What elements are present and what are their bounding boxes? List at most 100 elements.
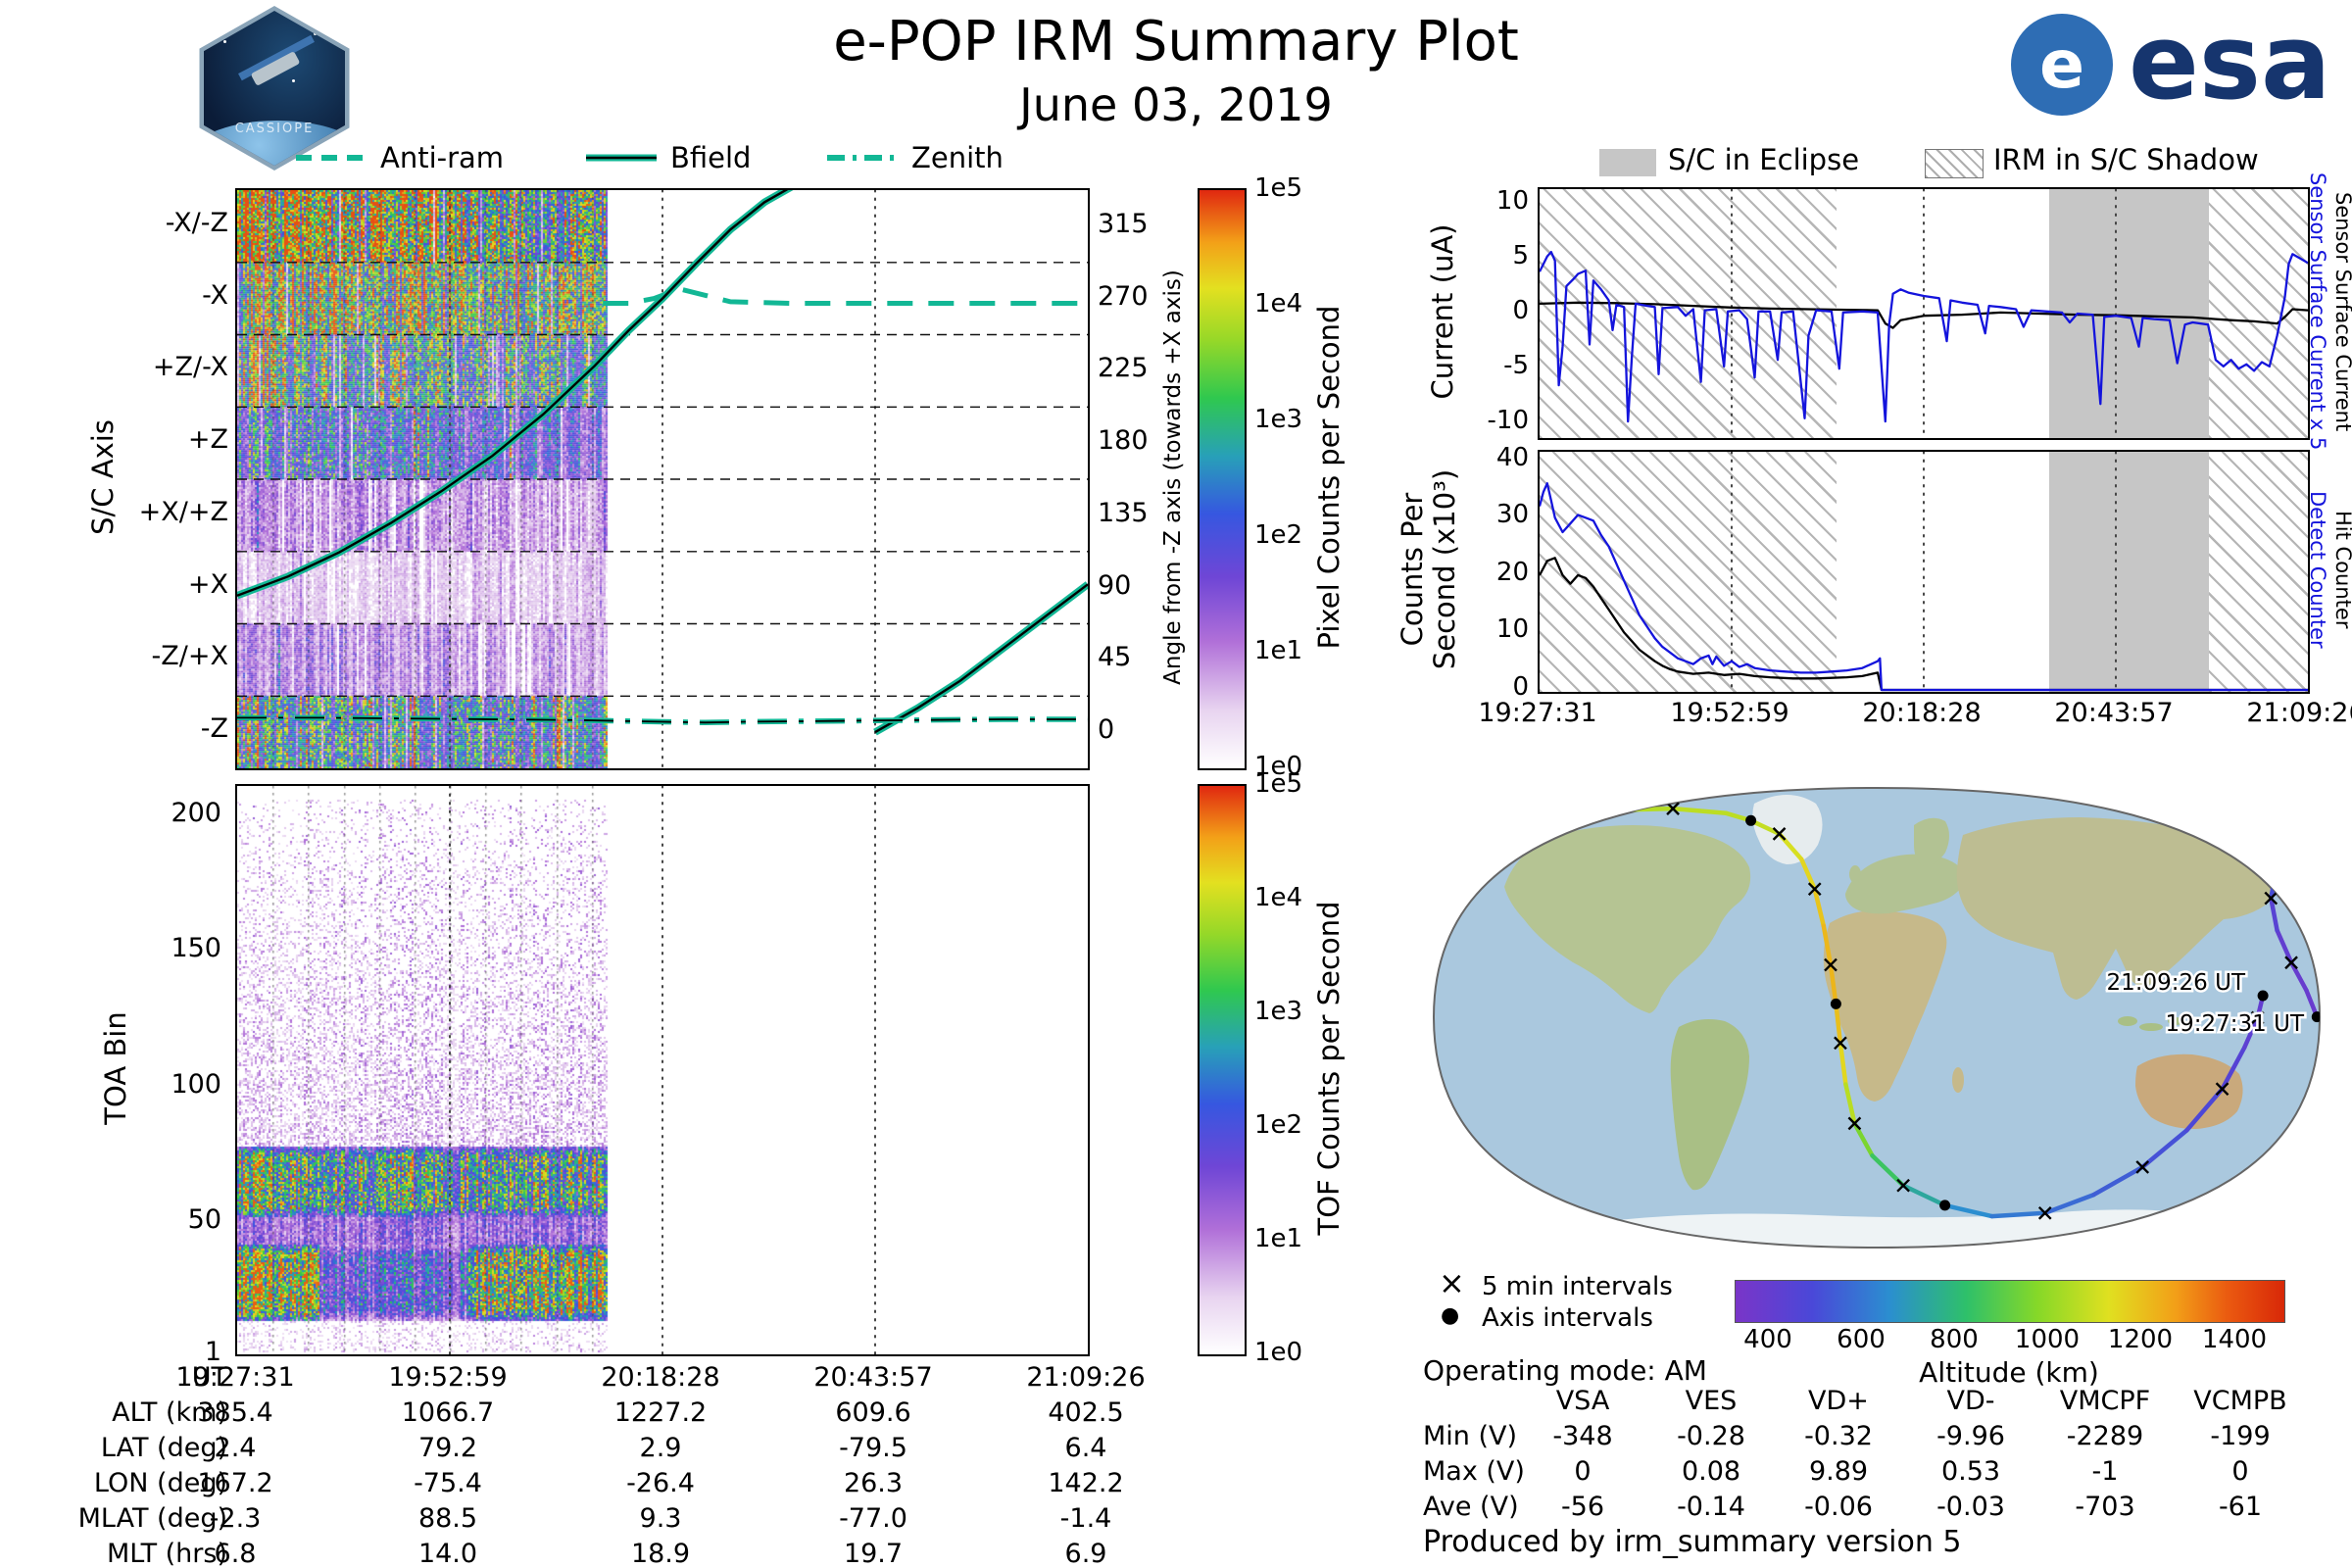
ephem-value: 1227.2 [613,1397,708,1428]
ephem-value: 14.0 [417,1539,478,1568]
ephem-value: 21:09:26 [1026,1362,1146,1393]
angle-tick-label: 135 [1098,498,1149,528]
altitude-tick-label: 1400 [2201,1325,2268,1354]
ephem-value: 609.6 [835,1397,911,1428]
ephem-value: 88.5 [417,1503,478,1534]
ephem-value: 2.9 [639,1433,682,1463]
ephem-value: 19:52:59 [388,1362,508,1393]
sc-axis-row-label: -Z [200,713,228,745]
altitude-colorbar [1735,1280,2285,1323]
esa-logo-letter: e [2038,25,2085,104]
pixel-cb-tick: 1e5 [1254,173,1303,203]
sensor-current-x5-right-label: Sensor Surface Current x 5 [2306,172,2329,451]
voltage-value: 0 [1574,1456,1592,1487]
pixel-cb-tick: 1e4 [1254,289,1303,318]
ephem-value: 2.4 [214,1433,257,1463]
legend-label-solid: Bfield [670,141,752,174]
ephem-value: 20:43:57 [813,1362,933,1393]
toa-ytick: 100 [171,1069,221,1100]
sc-axis-row-label: -Z/+X [151,641,228,672]
ephem-value: 142.2 [1048,1468,1124,1498]
tof-colorbar-label: TOF Counts per Second [1312,901,1346,1236]
tof-cb-tick: 1e0 [1254,1338,1303,1367]
ephem-value: 19:27:31 [175,1362,295,1393]
tof-cb-tick: 1e3 [1254,997,1303,1026]
ephem-value: 6.4 [1064,1433,1107,1463]
sc-axis-row-label: +Z [187,424,228,456]
altitude-tick-label: 600 [1837,1325,1886,1354]
time-tick-label: 20:43:57 [2054,698,2174,728]
counts-ylabel: Counts Per Second (x10³) [1396,469,1461,669]
sc-axis-overlay-lines [237,190,1088,768]
voltage-value: 9.89 [1808,1456,1869,1487]
cross-marker-glyph: × [1439,1264,1465,1301]
counts-ytick: 0 [1512,672,1529,702]
ground-track-map: 21:09:26 UT 19:27:31 UT [1433,787,2321,1249]
cross-marker-label: 5 min intervals [1482,1272,1673,1301]
current-ytick: -10 [1487,406,1529,435]
sc-axis-row-label: -X/-Z [165,207,228,238]
eclipse-legend-swatch [1599,149,1656,176]
altitude-bar-label: Altitude (km) [1919,1356,2099,1389]
pixel-colorbar-label: Pixel Counts per Second [1312,305,1346,650]
time-tick-label: 21:09:26 [2246,698,2352,728]
toa-spectrogram-panel [235,784,1090,1356]
ephem-value: -77.0 [839,1503,907,1534]
voltage-value: -2289 [2066,1421,2144,1451]
legend-label-dashed: Anti-ram [380,141,505,174]
map-annotation-end: 21:09:26 UT [2107,970,2246,996]
voltage-value: -56 [1560,1492,1605,1522]
shadow-legend-label: IRM in S/C Shadow [1993,143,2259,176]
pixel-cb-tick: 1e0 [1254,752,1303,781]
altitude-tick-label: 400 [1743,1325,1792,1354]
toa-gridlines [449,786,876,1354]
ephem-value: 26.3 [843,1468,904,1498]
voltage-value: -0.28 [1677,1421,1745,1451]
voltage-row-label: Max (V) [1423,1456,1525,1487]
voltage-column-header: VSA [1555,1386,1610,1416]
voltage-row-label: Min (V) [1423,1421,1518,1451]
counts-ylabel-line1: Counts Per [1396,492,1429,647]
current-ytick: -5 [1503,351,1529,380]
ephem-value: 402.5 [1048,1397,1124,1428]
current-ytick: 5 [1512,241,1529,270]
angle-tick-label: 225 [1098,353,1149,383]
voltage-column-header: VD- [1946,1386,1995,1416]
ephem-row-label: UT [191,1362,227,1393]
toa-bin-ylabel: TOA Bin [99,1011,132,1125]
voltage-value: 0.53 [1940,1456,2001,1487]
ephem-value: 79.2 [417,1433,478,1463]
ephem-row-label: MLAT (deg) [77,1503,227,1534]
time-tick-label: 19:52:59 [1670,698,1789,728]
star-dot [292,79,295,82]
ephem-value: 18.9 [630,1539,691,1568]
legend-line-sample-dashdot [825,149,900,167]
sc-axis-row-label: +X [187,568,228,600]
page-date: June 03, 2019 [1019,78,1333,131]
toa-ytick: 1 [204,1337,221,1367]
pixel-colorbar [1198,188,1247,770]
ephem-value: 167.2 [197,1468,273,1498]
voltage-value: -1 [2091,1456,2119,1487]
sc-axis-row-label: -X [202,279,228,311]
voltage-column-header: VMCPF [2059,1386,2151,1416]
altitude-tick-label: 1000 [2014,1325,2081,1354]
ephem-value: -75.4 [414,1468,482,1498]
angle-tick-label: 0 [1098,714,1115,745]
counter-rates-series [1540,452,2308,692]
esa-logo-text: esa [2129,2,2331,122]
tof-cb-tick: 1e5 [1254,769,1303,799]
ephem-value: -79.5 [839,1433,907,1463]
sensor-current-right-label: Sensor Surface Current [2331,191,2352,432]
current-ytick: 0 [1512,296,1529,325]
ephem-value: 6.8 [214,1539,257,1568]
sensor-current-series [1540,189,2308,438]
map-annotation-start: 19:27:31 UT [2166,1011,2305,1037]
produced-by: Produced by irm_summary version 5 [1423,1525,1962,1559]
cassiope-logo-text: CASSIOPE [234,122,315,136]
voltage-value: -703 [2075,1492,2135,1522]
esa-logo-circle: e [2011,14,2113,116]
counts-ytick: 10 [1495,614,1529,644]
irm-shadow-region [1540,452,1837,692]
